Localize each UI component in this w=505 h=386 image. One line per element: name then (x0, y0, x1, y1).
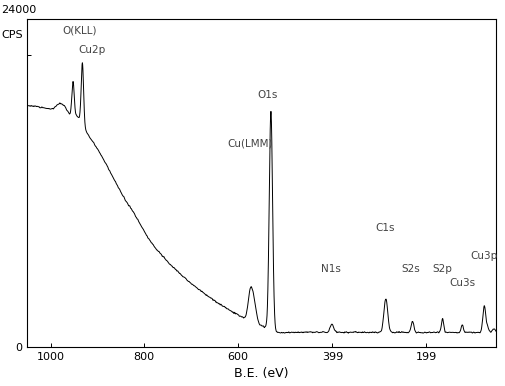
Text: Cu3p: Cu3p (470, 251, 497, 261)
Text: S2s: S2s (401, 264, 420, 274)
Text: O(KLL): O(KLL) (62, 25, 97, 35)
Text: O1s: O1s (258, 90, 278, 100)
Text: Cu3s: Cu3s (449, 278, 475, 288)
Text: Cu(LMM): Cu(LMM) (228, 138, 273, 148)
Text: N1s: N1s (321, 264, 341, 274)
Text: C1s: C1s (375, 223, 394, 234)
X-axis label: B.E. (eV): B.E. (eV) (234, 367, 289, 381)
Text: S2p: S2p (432, 264, 452, 274)
Text: CPS: CPS (2, 30, 23, 40)
Text: 24000: 24000 (2, 5, 36, 15)
Text: Cu2p: Cu2p (79, 45, 106, 54)
